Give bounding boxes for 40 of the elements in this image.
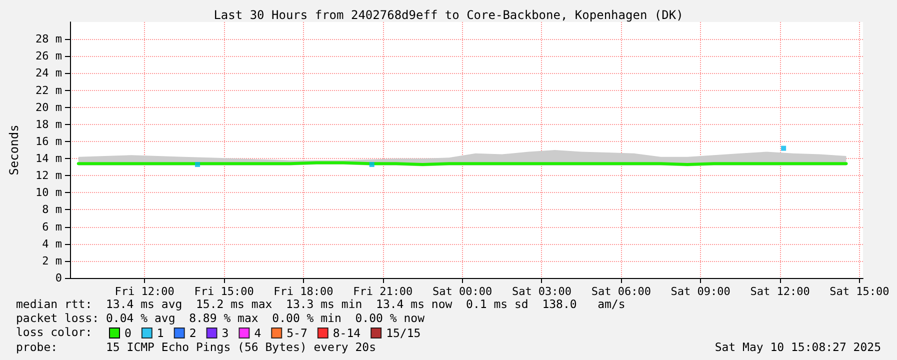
y-tick-label: 2 m: [42, 254, 62, 268]
x-tick-label: Sat 06:00: [591, 285, 651, 298]
y-tick-label: 16 m: [36, 134, 62, 148]
legend-title: loss color:: [16, 325, 92, 339]
legend-label: 3: [222, 326, 229, 340]
legend-label: 1: [156, 326, 164, 340]
legend-label: 8-14: [332, 326, 361, 340]
y-tick-label: 4 m: [42, 237, 62, 250]
x-tick-label: Sat 15:00: [830, 285, 890, 298]
text: packet loss: 0.04 % avg 8.89 % max 0.00 % min 0.00 % now: [16, 311, 425, 325]
chart-title: Last 30 Hours from 2402768d9eff to Core-Backbone, Kopenhagen (DK): [214, 8, 684, 22]
y-tick-label: 18 m: [36, 118, 62, 131]
y-tick-label: 10 m: [36, 186, 62, 200]
legend-label: 4: [254, 326, 262, 340]
text: Sat May 10 15:08:27 2025: [714, 340, 882, 354]
y-axis-title: Seconds: [7, 124, 21, 176]
y-tick-label: 14 m: [36, 152, 62, 166]
y-tick-label: 26 m: [36, 50, 62, 63]
y-tick-label: 0: [55, 272, 62, 284]
y-tick-label: 20 m: [36, 100, 62, 114]
legend-label: 5-7: [286, 326, 308, 340]
x-tick-label: Fri 15:00: [194, 285, 254, 298]
text: median rtt: 13.4 ms avg 15.2 ms max 13.3 ms min 13.4 ms now 0.1 ms sd 138.0 am/s: [16, 297, 626, 311]
x-tick-label: Fri 18:00: [274, 285, 334, 298]
legend-label: 0: [124, 326, 132, 340]
x-tick-label: Sat 03:00: [512, 285, 572, 298]
y-tick-label: 22 m: [36, 84, 62, 97]
x-tick-label: Fri 12:00: [114, 285, 174, 298]
x-tick-label: Sat 00:00: [432, 285, 492, 298]
legend-label: 2: [189, 326, 196, 340]
y-tick-label: 12 m: [36, 169, 62, 182]
y-tick-label: 8 m: [42, 203, 62, 216]
x-tick-label: Sat 12:00: [750, 285, 810, 298]
y-tick-label: 28 m: [36, 32, 62, 46]
x-tick-label: Fri 21:00: [353, 285, 413, 298]
legend-label: 15/15: [386, 326, 421, 340]
x-tick-label: Sat 09:00: [670, 285, 730, 298]
y-tick-label: 6 m: [42, 220, 62, 234]
text: probe: 15 ICMP Echo Pings (56 Bytes) every 20s: [16, 340, 376, 354]
y-tick-label: 24 m: [36, 66, 62, 80]
